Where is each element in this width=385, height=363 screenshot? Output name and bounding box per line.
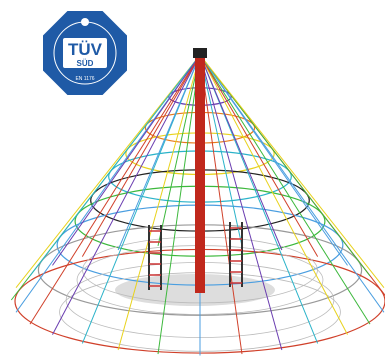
rope-net [10,48,385,356]
rope-radial [199,54,371,325]
rope-radial [157,54,201,355]
rope-radial [199,54,243,355]
badge-dot [81,18,89,26]
rope-radial [199,54,319,344]
rope-radial [199,54,348,335]
rope-radial [29,54,201,277]
rope-radial [199,54,348,266]
rope-radial [117,54,201,251]
badge-standard: EN 1176 [75,76,94,82]
badge: TÜV SÜD EN 1176 [41,9,129,97]
rope-radial [199,54,283,251]
rope-radial [81,54,201,257]
pole-cap [193,48,207,58]
badge-division: SÜD [77,59,94,68]
rope-radial [199,54,385,288]
rope-radial [199,54,371,277]
rope-radial [157,54,201,246]
rope-radial [52,54,201,335]
rope-radial [81,54,201,344]
badge-panel [63,38,107,68]
rope-radial [117,54,201,351]
rope-radial [52,54,201,266]
rope-radial [29,54,201,325]
rope-radial [199,54,243,246]
pole [195,55,205,293]
rope-radial [199,54,283,351]
rope-radial [15,54,201,288]
badge-brand: TÜV [68,40,103,59]
rope-radial [199,54,319,257]
